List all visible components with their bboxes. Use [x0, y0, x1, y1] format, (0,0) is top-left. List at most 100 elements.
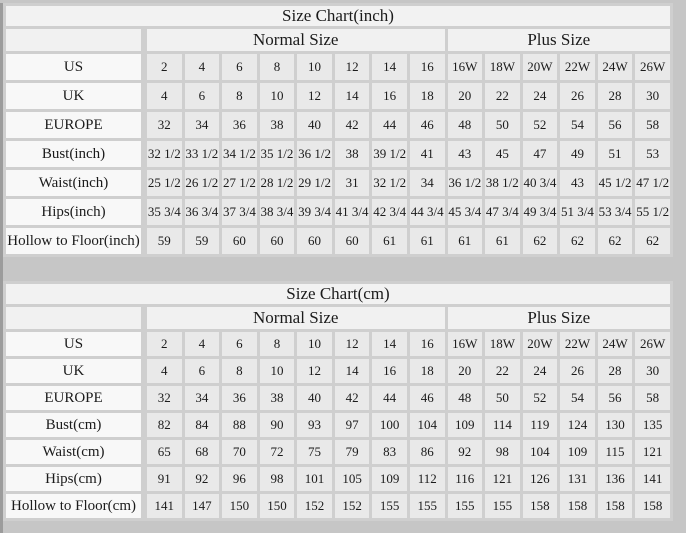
table-row: Bust(cm) 82 84 88 90 93 97 100 104 109 114 119 124 13… [6, 413, 670, 437]
size-value-cell: 155 [409, 494, 445, 518]
row-label: Hips(inch) [6, 199, 144, 225]
size-value-cell: 2 [147, 332, 182, 356]
size-value-cell: 44 [372, 112, 407, 138]
size-value-cell: 45 [485, 141, 520, 167]
size-value-cell: 61 [372, 228, 407, 254]
size-value-cell: 8 [222, 83, 257, 109]
size-value-cell: 29 1/2 [297, 170, 332, 196]
size-chart-cm-body: Size Chart(cm) Normal Size Plus Size US 2… [6, 284, 670, 518]
size-value-cell: 14 [372, 54, 407, 80]
size-value-cell: 83 [372, 440, 407, 464]
size-value-cell: 10 [297, 332, 332, 356]
size-value-cell: 109 [372, 467, 407, 491]
size-value-cell: 92 [447, 440, 483, 464]
group-header-normal-size: Normal Size [147, 307, 445, 329]
size-value-cell: 82 [147, 413, 182, 437]
size-value-cell: 20W [522, 332, 558, 356]
size-value-cell: 59 [184, 228, 220, 254]
size-value-cell: 158 [522, 494, 558, 518]
size-value-cell: 158 [560, 494, 595, 518]
row-label: Hollow to Floor(cm) [6, 494, 144, 518]
size-value-cell: 34 [409, 170, 445, 196]
size-value-cell: 46 [409, 112, 445, 138]
size-value-cell: 34 1/2 [222, 141, 257, 167]
size-value-cell: 90 [259, 413, 295, 437]
size-value-cell: 8 [222, 359, 257, 383]
row-label: UK [6, 359, 144, 383]
size-value-cell: 61 [447, 228, 483, 254]
size-value-cell: 32 1/2 [372, 170, 407, 196]
size-value-cell: 43 [560, 170, 595, 196]
size-value-cell: 4 [147, 83, 182, 109]
size-value-cell: 53 3/4 [597, 199, 633, 225]
title-row: Size Chart(inch) [6, 6, 670, 26]
size-value-cell: 4 [147, 359, 182, 383]
size-value-cell: 22 [485, 359, 520, 383]
table-row: Bust(inch) 32 1/2 33 1/2 34 1/2 35 1/2 36 1/2… [6, 141, 670, 167]
table-row: Hips(inch) 35 3/4 36 3/4 37 3/4 38 3/4 39 3/4… [6, 199, 670, 225]
left-edge-stripe [0, 3, 3, 533]
size-value-cell: 37 3/4 [222, 199, 257, 225]
size-value-cell: 101 [297, 467, 332, 491]
size-value-cell: 121 [485, 467, 520, 491]
group-header-plus-size: Plus Size [447, 307, 670, 329]
size-value-cell: 16 [409, 54, 445, 80]
size-value-cell: 104 [409, 413, 445, 437]
size-value-cell: 32 1/2 [147, 141, 182, 167]
size-value-cell: 115 [597, 440, 633, 464]
size-value-cell: 105 [334, 467, 370, 491]
size-value-cell: 24W [597, 54, 633, 80]
size-value-cell: 16W [447, 54, 483, 80]
size-value-cell: 6 [222, 332, 257, 356]
row-label: Hips(cm) [6, 467, 144, 491]
size-value-cell: 158 [597, 494, 633, 518]
size-value-cell: 27 1/2 [222, 170, 257, 196]
size-value-cell: 6 [184, 359, 220, 383]
size-value-cell: 59 [147, 228, 182, 254]
size-value-cell: 36 [222, 112, 257, 138]
row-label: US [6, 332, 144, 356]
size-value-cell: 26 [560, 83, 595, 109]
corner-cell [6, 307, 144, 329]
size-value-cell: 38 [259, 386, 295, 410]
size-value-cell: 152 [334, 494, 370, 518]
size-value-cell: 36 [222, 386, 257, 410]
size-value-cell: 61 [409, 228, 445, 254]
size-value-cell: 155 [372, 494, 407, 518]
size-value-cell: 48 [447, 386, 483, 410]
size-value-cell: 28 1/2 [259, 170, 295, 196]
size-value-cell: 4 [184, 54, 220, 80]
size-value-cell: 54 [560, 112, 595, 138]
table-row: EUROPE 32 34 36 38 40 42 44 46 48 50 52 54 56 58 [6, 112, 670, 138]
size-value-cell: 84 [184, 413, 220, 437]
size-value-cell: 41 3/4 [334, 199, 370, 225]
size-value-cell: 6 [184, 83, 220, 109]
size-value-cell: 124 [560, 413, 595, 437]
row-label: Bust(inch) [6, 141, 144, 167]
size-value-cell: 24 [522, 83, 558, 109]
table-row: Hollow to Floor(inch) 59 59 60 60 60 60 61 61 61 6… [6, 228, 670, 254]
size-value-cell: 12 [297, 359, 332, 383]
size-value-cell: 34 [184, 386, 220, 410]
size-value-cell: 16 [372, 83, 407, 109]
row-label: Bust(cm) [6, 413, 144, 437]
size-value-cell: 10 [297, 54, 332, 80]
size-value-cell: 41 [409, 141, 445, 167]
size-value-cell: 22W [560, 54, 595, 80]
size-value-cell: 47 3/4 [485, 199, 520, 225]
size-value-cell: 20 [447, 83, 483, 109]
table-row: Hollow to Floor(cm) 141 147 150 150 152 152 155… [6, 494, 670, 518]
size-value-cell: 54 [560, 386, 595, 410]
size-value-cell: 114 [485, 413, 520, 437]
size-value-cell: 97 [334, 413, 370, 437]
size-value-cell: 60 [297, 228, 332, 254]
table-row: Waist(cm) 65 68 70 72 75 79 83 86 92 98 104 109 115 12… [6, 440, 670, 464]
size-value-cell: 58 [635, 112, 670, 138]
size-value-cell: 116 [447, 467, 483, 491]
size-value-cell: 38 3/4 [259, 199, 295, 225]
size-value-cell: 155 [447, 494, 483, 518]
size-value-cell: 22 [485, 83, 520, 109]
size-value-cell: 60 [222, 228, 257, 254]
size-value-cell: 52 [522, 386, 558, 410]
size-chart-inch-table: Size Chart(inch) Normal Size Plus Size U… [3, 3, 673, 257]
